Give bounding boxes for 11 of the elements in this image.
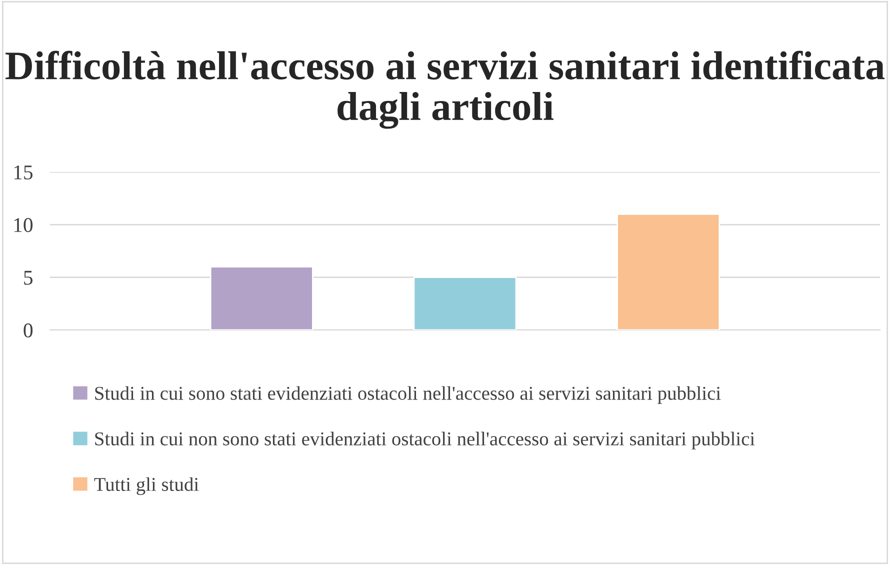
bar [210, 266, 314, 330]
y-tick-label: 15 [14, 165, 33, 180]
bar [616, 213, 720, 330]
y-tick-label: 5 [24, 270, 33, 285]
legend-label: Studi in cui sono stati evidenziati ostacoli nell'accesso ai servizi sanitari pubblici [95, 386, 721, 404]
y-tick-label: 10 [14, 218, 33, 232]
y-tick-label: 0 [24, 323, 33, 338]
legend-label: Studi in cui non sono stati evidenziati ostacoli nell'accesso ai servizi sanitari pubblici [95, 432, 755, 450]
chart-title: Difficoltà nell'accesso ai servizi sanitari identificata dagli articoli [6, 50, 885, 129]
bar [413, 276, 517, 330]
legend-label: Tutti gli studi [94, 477, 199, 496]
